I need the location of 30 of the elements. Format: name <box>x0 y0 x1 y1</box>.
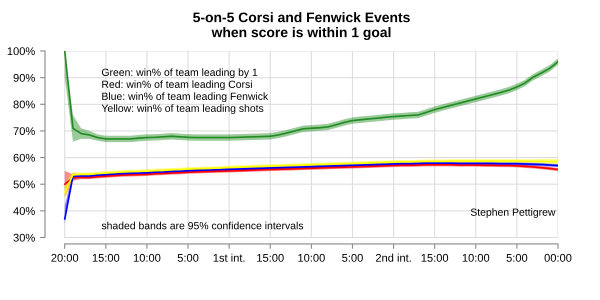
y-tick-label: 50% <box>13 180 35 188</box>
x-tick-label: 5:00 <box>506 254 528 262</box>
x-tick-label: 10:00 <box>462 254 490 262</box>
annotation: Stephen Pettigrew <box>470 208 556 218</box>
x-tick-label: 2nd int. <box>376 254 411 262</box>
chart-title: 5-on-5 Corsi and Fenwick Events when score is within 1 goal <box>193 12 410 40</box>
x-tick-label: 15:00 <box>92 254 120 262</box>
x-tick-label: 15:00 <box>257 254 284 262</box>
annotation: shaded bands are 95% confidence intervals <box>102 222 304 230</box>
y-tick-label: 30% <box>13 234 35 242</box>
x-tick-label: 10:00 <box>134 254 160 262</box>
x-tick-label: 00:00 <box>544 254 572 262</box>
annotation: Green: win% of team leading by 1 <box>102 68 258 78</box>
line-series <box>64 164 558 186</box>
x-tick-label: 15:00 <box>422 254 448 262</box>
y-tick-label: 40% <box>13 207 35 215</box>
y-tick-label: 100% <box>8 47 35 56</box>
line-series <box>64 160 558 194</box>
y-tick-label: 60% <box>14 154 35 162</box>
y-tick-label: 90% <box>14 74 35 82</box>
x-tick-label: 1st int. <box>214 254 245 262</box>
x-tick-label: 5:00 <box>178 254 198 262</box>
x-tick-label: 10:00 <box>298 254 325 262</box>
x-tick-label: 20:00 <box>51 254 78 262</box>
y-tick-label: 70% <box>14 127 35 136</box>
y-tick-label: 80% <box>14 100 35 108</box>
annotation: Blue: win% of team leading Fenwick <box>102 92 268 102</box>
annotation: Red: win% of team leading Corsi <box>102 80 252 90</box>
annotation: Yellow: win% of team leading shots <box>102 104 264 114</box>
x-tick-label: 5:00 <box>342 254 363 262</box>
